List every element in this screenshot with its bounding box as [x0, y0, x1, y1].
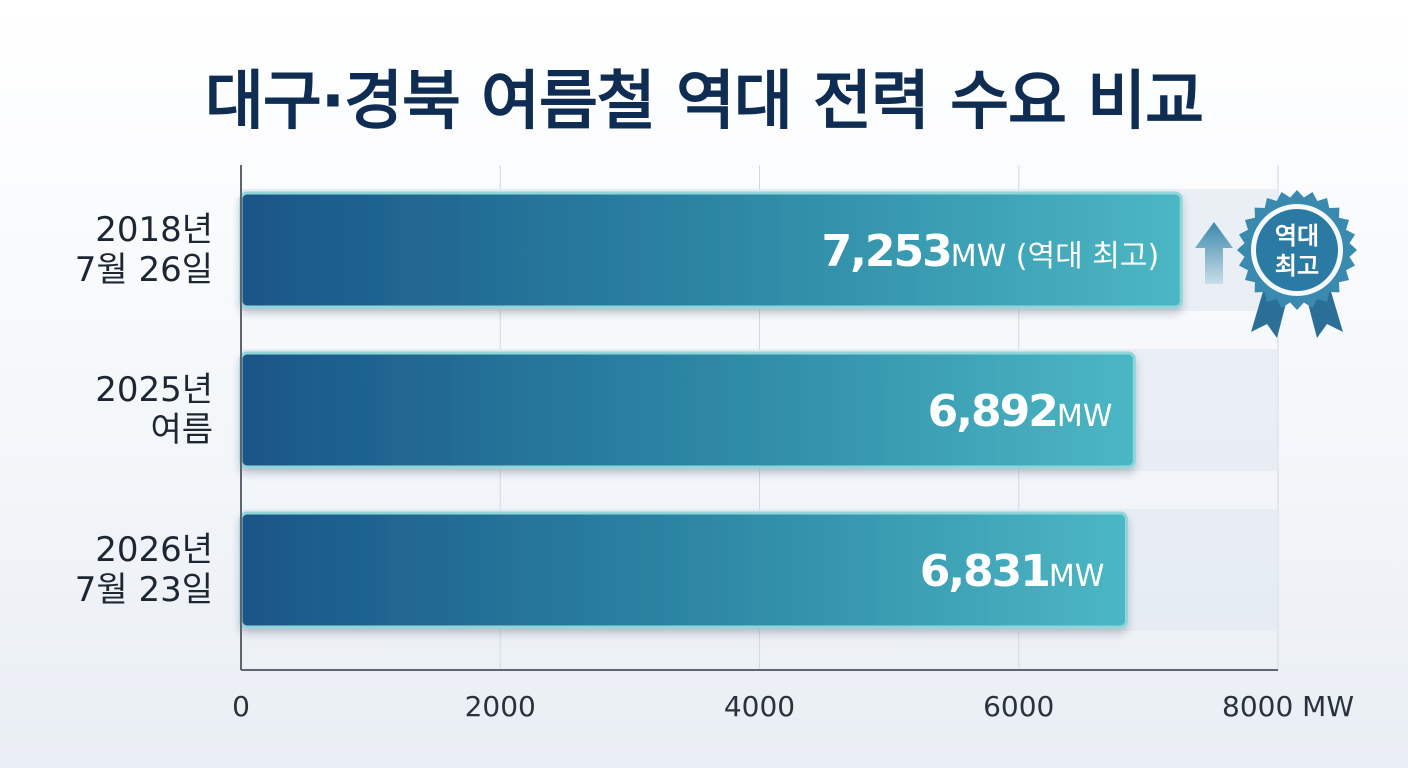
x-tick-label: 0 [232, 690, 250, 723]
bar-value-label: 7,253MW (역대 최고) [822, 226, 1160, 277]
x-tick-label: 8000 MW [1222, 690, 1354, 723]
axes: 0 2000 4000 6000 8000 MW [232, 165, 1354, 723]
category-label: 2018년 7월 26일 [75, 210, 213, 290]
category-label: 2026년 7월 23일 [75, 530, 213, 610]
category-label: 2025년 여름 [95, 370, 213, 450]
bars [239, 191, 1183, 629]
x-tick-label: 4000 [724, 690, 795, 723]
labels: 7,253MW (역대 최고) 2018년 7월 26일 6,892MW 2025년 여름… [75, 210, 1159, 610]
badge-text-line2: 최고 [1275, 252, 1319, 280]
up-arrow-icon [1195, 222, 1233, 284]
badge-core [1256, 209, 1338, 291]
chart-title: 대구·경북 여름철 역대 전력 수요 비교 [205, 65, 1204, 139]
badge-text-line1: 역대 [1275, 222, 1319, 250]
x-tick-label: 6000 [983, 690, 1054, 723]
bar-value-label: 6,831MW [920, 546, 1105, 597]
x-tick-label: 2000 [465, 690, 536, 723]
bar-value-label: 6,892MW [928, 386, 1113, 437]
